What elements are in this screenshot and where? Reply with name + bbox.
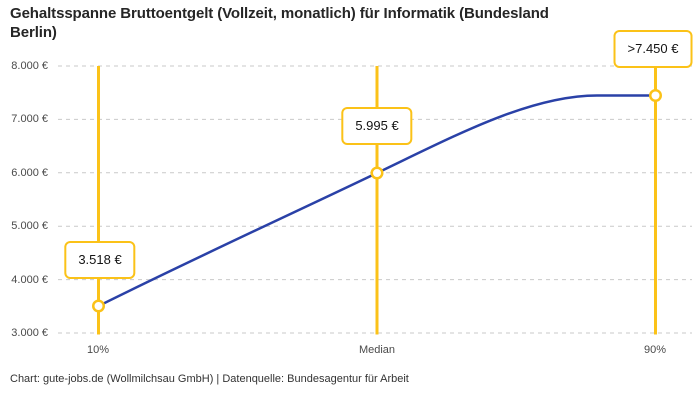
value-label-10: 3.518 € [64, 241, 136, 279]
y-axis-tick-label: 7.000 € [11, 113, 48, 125]
chart-title-line1: Gehaltsspanne Bruttoentgelt (Vollzeit, m… [10, 5, 549, 22]
y-axis-tick-label: 5.000 € [11, 220, 48, 232]
x-axis-tick-label-10: 10% [86, 344, 110, 356]
value-label-90: >7.450 € [613, 30, 693, 68]
y-axis-tick-label: 6.000 € [11, 167, 48, 179]
x-axis-tick-label-90: 90% [643, 344, 667, 356]
x-axis-tick-label-median: Median [358, 344, 396, 356]
y-axis-tick-label: 4.000 € [11, 274, 48, 286]
marker-median [370, 166, 384, 180]
data-markers [92, 89, 662, 313]
y-axis-tick-label: 8.000 € [11, 60, 48, 72]
chart-title: Gehaltsspanne Bruttoentgelt (Vollzeit, m… [10, 4, 650, 42]
marker-90 [649, 89, 662, 102]
chart-credit: Chart: gute-jobs.de (Wollmilchsau GmbH) … [10, 373, 409, 385]
chart-title-line2: Berlin) [10, 24, 57, 41]
y-axis-tick-label: 3.000 € [11, 327, 48, 339]
value-label-median: 5.995 € [341, 107, 413, 145]
marker-10 [92, 299, 105, 313]
gridlines [58, 65, 692, 334]
